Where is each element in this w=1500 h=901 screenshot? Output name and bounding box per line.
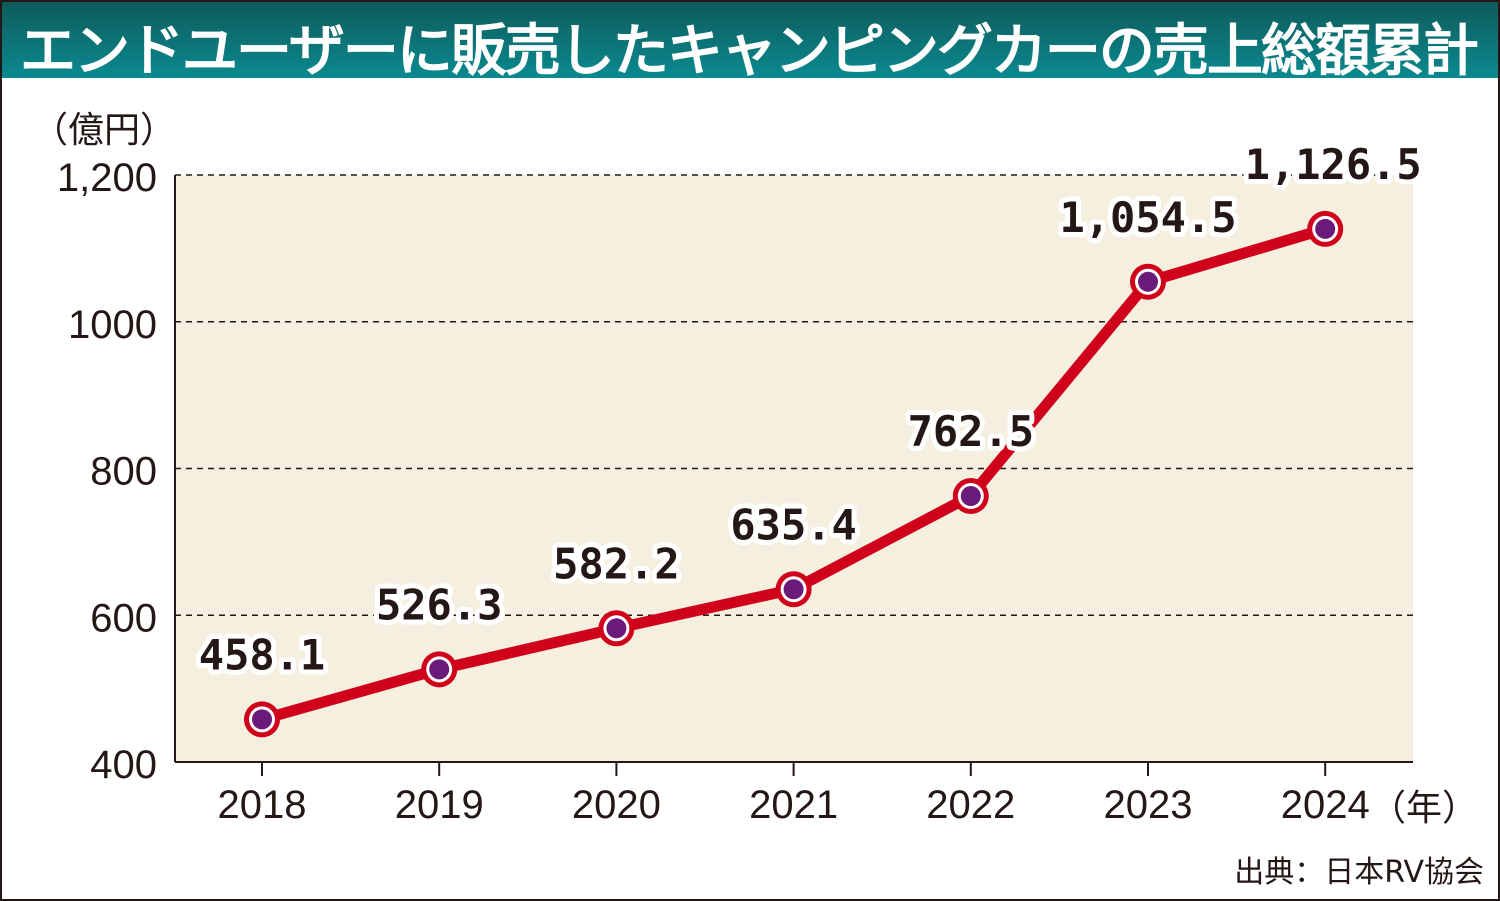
x-tick-label: 2020 [572,783,661,827]
y-tick-label: 1,200 [57,156,157,200]
data-point-center [1138,271,1158,292]
data-label: 1,126.5 [1245,140,1422,189]
data-label: 635.4 [730,500,856,549]
x-tick-label: 2019 [395,783,484,827]
title-bar: エンドユーザーに販売したキャンピングカーの売上総額累計 [2,2,1498,84]
y-tick-label: 400 [90,743,157,787]
data-point-center [1315,218,1336,239]
data-label: 762.5 [908,407,1034,456]
data-point-center [606,618,627,639]
data-point-center [783,579,804,600]
source-note: 出典：日本RV協会 [1234,855,1484,890]
y-tick-label: 800 [90,450,157,494]
x-tick-label: 2022 [926,783,1015,827]
y-axis-unit: （億円） [32,110,176,151]
x-tick-label: 2018 [218,783,307,827]
y-tick-label: 600 [90,596,157,640]
chart-title: エンドユーザーに販売したキャンピングカーの売上総額累計 [20,19,1479,84]
data-point-center [252,709,272,730]
data-label: 458.1 [199,630,325,679]
data-label: 582.2 [553,539,679,588]
data-point-center [429,659,450,680]
x-tick-label: 2023 [1104,783,1193,827]
y-tick-label: 1000 [68,303,157,347]
data-label: 526.3 [376,580,502,629]
x-tick-label: 2024 [1281,783,1370,827]
data-label: 1,054.5 [1059,193,1236,242]
x-tick-label: 2021 [749,783,838,827]
data-point-center [960,486,981,507]
x-axis-unit: （年） [1370,788,1478,829]
